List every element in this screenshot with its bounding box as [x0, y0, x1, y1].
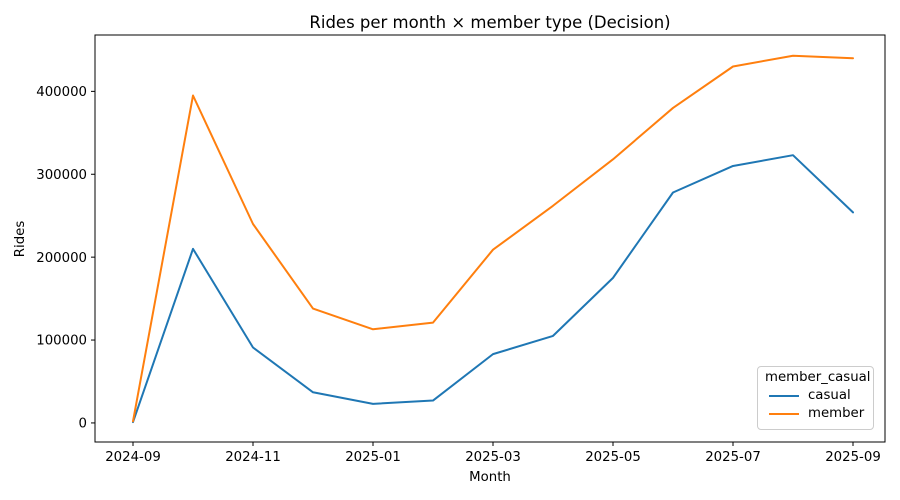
legend-label-member: member	[808, 406, 865, 421]
series-line-member	[132, 54, 854, 423]
casual-line-swatch	[769, 394, 799, 397]
x-tick-label: 2025-07	[705, 450, 761, 465]
legend: member_casual casual member	[757, 366, 874, 430]
x-tick-label: 2025-05	[585, 450, 641, 465]
y-tick-label: 0	[79, 417, 87, 432]
x-tick-label: 2024-11	[225, 450, 281, 465]
legend-title: member_casual	[765, 370, 871, 385]
x-axis-label: Month	[469, 470, 511, 485]
x-tick-label: 2025-03	[465, 450, 521, 465]
y-tick-label: 400000	[36, 85, 87, 100]
y-tick-label: 300000	[36, 168, 87, 183]
x-tick-label: 2025-01	[345, 450, 401, 465]
legend-item-member: member	[769, 406, 866, 421]
chart-title: Rides per month × member type (Decision)	[309, 13, 670, 32]
axis-ticks: 0 100000 200000 300000 400000 2024-09 2024-11 2…	[36, 85, 881, 465]
legend-label-casual: casual	[808, 388, 851, 403]
axes-frame	[94, 34, 886, 443]
series-lines	[132, 54, 854, 424]
y-tick-label: 200000	[36, 251, 87, 266]
legend-item-casual: casual	[769, 388, 866, 403]
x-tick-label: 2024-09	[105, 450, 161, 465]
member-line-swatch	[769, 412, 799, 415]
x-tick-label: 2025-09	[825, 450, 881, 465]
y-axis-label: Rides	[13, 221, 28, 258]
y-tick-label: 100000	[36, 334, 87, 349]
series-line-casual	[132, 154, 854, 424]
